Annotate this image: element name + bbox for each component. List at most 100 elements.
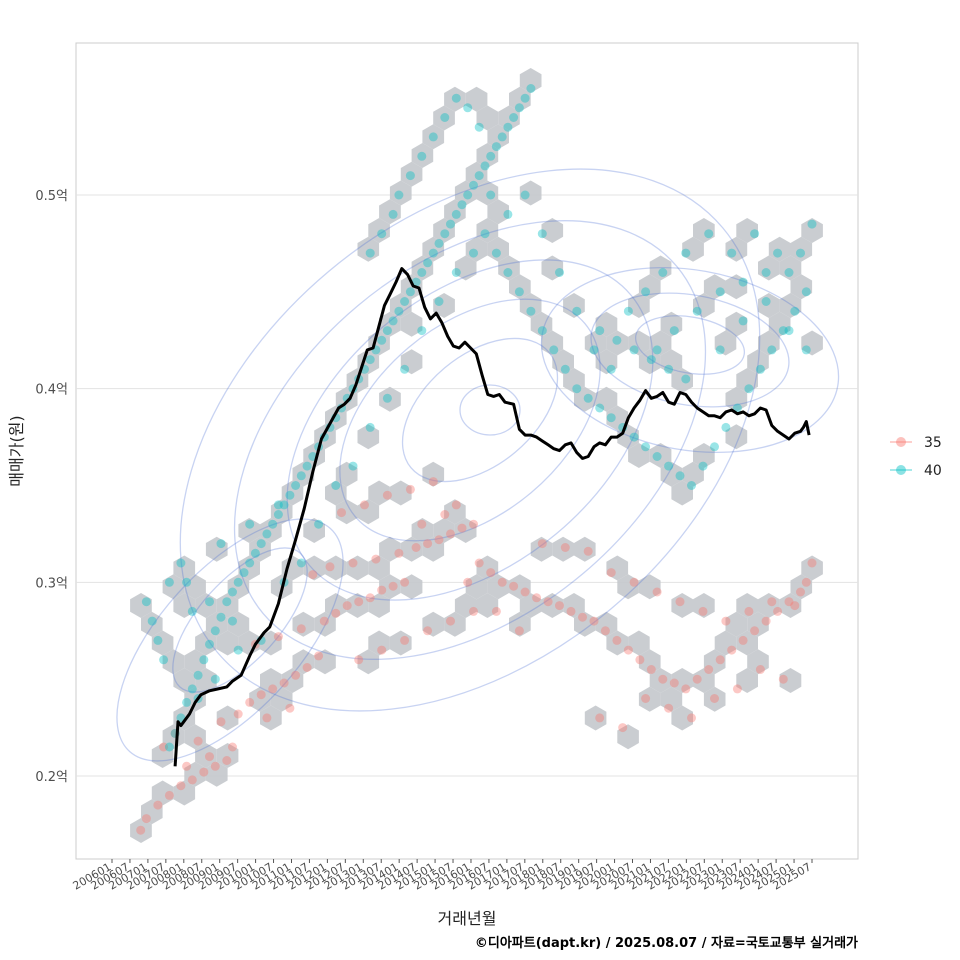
trend-line [173, 267, 811, 767]
y-tick-label: 0.3억 [35, 576, 68, 591]
data-point-35 [136, 825, 146, 835]
hexbin-cell [260, 630, 282, 656]
data-point-35 [469, 519, 478, 529]
hexbin-cell [357, 424, 380, 450]
data-point-40 [486, 190, 496, 200]
legend: 35 40 [890, 435, 942, 479]
hexbin-cell [736, 368, 758, 393]
hexbin-cell [400, 349, 423, 375]
data-point-35 [423, 539, 433, 549]
hexbin-cell [368, 593, 390, 618]
data-point-35 [428, 477, 438, 487]
hexbin-cell [736, 668, 758, 693]
data-point-35 [715, 655, 725, 665]
hexbin-cell [693, 443, 715, 468]
data-point-35 [457, 523, 467, 533]
data-point-35 [595, 713, 605, 723]
data-point-40 [417, 151, 427, 161]
data-point-35 [342, 601, 352, 611]
hexbin-cell [303, 518, 325, 543]
hexbin-cell [509, 86, 531, 112]
hexbin-cell [725, 424, 748, 450]
data-point-40 [400, 297, 410, 306]
data-point-40 [377, 229, 387, 239]
data-point-40 [446, 219, 455, 229]
data-point-35 [727, 645, 737, 655]
hexbin-cell [758, 593, 780, 618]
data-point-35 [159, 742, 169, 752]
data-point-40 [469, 248, 478, 258]
data-point-35 [233, 709, 243, 719]
data-point-40 [595, 403, 605, 413]
data-point-40 [555, 268, 564, 277]
hexbin-cell [736, 593, 758, 618]
data-point-35 [273, 632, 283, 642]
density-contour [233, 220, 707, 660]
hexbin-cell [628, 443, 650, 468]
data-point-40 [652, 345, 662, 355]
data-point-35 [784, 597, 794, 607]
hexbin-cell [433, 105, 455, 131]
data-point-40 [451, 268, 461, 277]
data-point-35 [543, 597, 553, 607]
hexbin-cell [693, 293, 715, 318]
hexbin-cell [303, 555, 325, 581]
data-point-40 [526, 306, 536, 316]
data-point-40 [675, 471, 685, 481]
hexbin-cell [346, 555, 369, 581]
data-point-35 [560, 543, 570, 552]
data-point-35 [210, 761, 220, 771]
hexbin-cell [563, 368, 585, 393]
hexbin-cell [747, 349, 769, 375]
x-axis-title: 거래년월 [438, 909, 497, 928]
data-point-40 [727, 248, 737, 258]
hexbin-cell [606, 330, 629, 356]
hexbin-cell [725, 274, 748, 300]
data-point-40 [348, 461, 358, 471]
data-point-35 [245, 697, 255, 707]
data-point-40 [291, 481, 301, 490]
hexbin-cell [422, 461, 445, 487]
data-point-40 [503, 268, 513, 277]
hexbin-cell [205, 761, 228, 787]
data-point-40 [721, 422, 731, 432]
data-point-40 [572, 306, 582, 316]
hexbin-cell [433, 518, 455, 543]
hexbin-cell [465, 161, 488, 187]
hexbin-cell [292, 649, 315, 675]
hexbin-cell [758, 330, 780, 356]
hexbin-cell [595, 386, 618, 412]
hexbin-cell [314, 649, 336, 675]
data-point-35 [738, 635, 748, 645]
data-point-40 [296, 558, 306, 568]
hexbin-cell [530, 311, 553, 337]
data-point-40 [629, 432, 639, 442]
hexbin-cell [519, 593, 542, 618]
data-point-40 [606, 364, 616, 374]
data-point-35 [164, 790, 174, 800]
legend-label-40: 40 [924, 463, 942, 479]
hexbin-cell [693, 668, 715, 693]
hexbin-cell [509, 574, 531, 600]
data-point-35 [710, 694, 719, 703]
hexbin-cell [671, 480, 693, 506]
hexbin-cell [260, 705, 282, 731]
y-tick-layer: 0.2억 0.3억 0.4억 0.5억 [35, 189, 68, 785]
data-point-40 [738, 277, 748, 287]
data-point-35 [520, 587, 530, 597]
hexbin-cell [400, 574, 423, 600]
data-point-40 [491, 248, 501, 258]
data-point-40 [205, 639, 214, 649]
density-contour [540, 266, 840, 454]
hexbin-cell [379, 536, 401, 562]
hexbin-cell [638, 649, 661, 675]
data-point-40 [423, 258, 433, 268]
hexbin-cell [671, 593, 693, 618]
data-point-35 [400, 635, 410, 645]
data-point-40 [141, 597, 151, 607]
data-point-35 [308, 570, 318, 580]
hexbin-cell [444, 86, 466, 112]
hexbin-cell [292, 611, 315, 637]
hexbin-cell [541, 330, 564, 356]
data-point-40 [245, 558, 255, 568]
